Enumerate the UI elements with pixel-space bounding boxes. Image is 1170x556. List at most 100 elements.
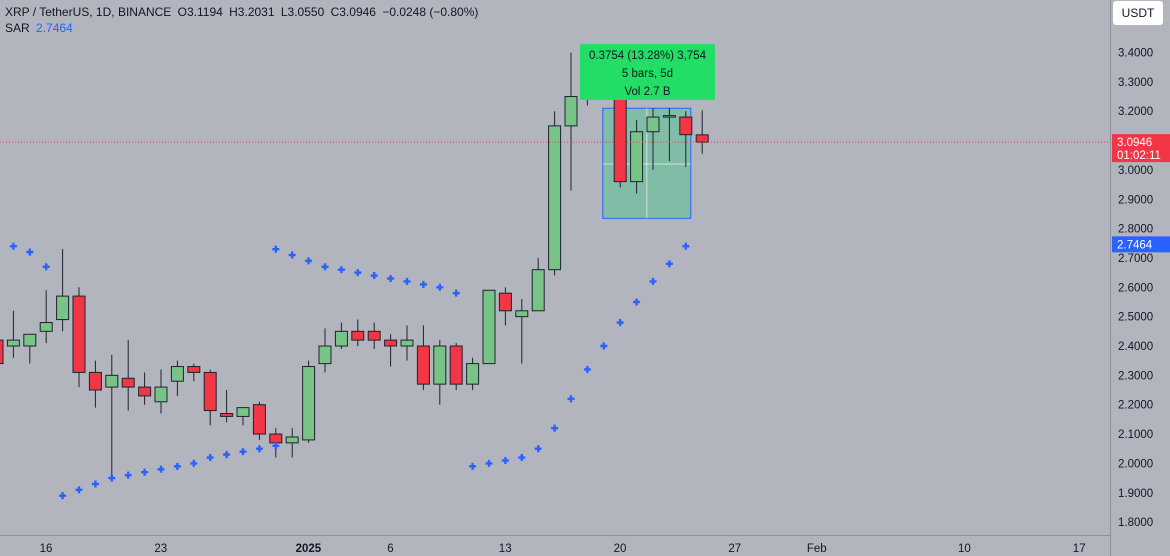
sar-dot <box>124 471 132 479</box>
candle[interactable] <box>482 289 496 365</box>
candle[interactable] <box>56 295 70 321</box>
currency-button[interactable]: USDT <box>1113 1 1163 25</box>
last-price-tag <box>1112 134 1170 163</box>
time-axis[interactable] <box>0 535 1110 556</box>
candle[interactable] <box>138 386 152 397</box>
candle[interactable] <box>548 125 562 271</box>
sar-dot <box>239 448 247 456</box>
candle[interactable] <box>23 333 37 347</box>
candle[interactable] <box>236 407 250 417</box>
last-price-value: 3.0946 <box>1117 137 1152 149</box>
sar-dot <box>501 456 509 464</box>
candle[interactable] <box>416 345 430 385</box>
candle[interactable] <box>39 322 53 332</box>
sar-dot <box>91 480 99 488</box>
candle[interactable] <box>252 404 266 435</box>
candle[interactable] <box>72 295 86 373</box>
candle[interactable] <box>449 345 463 385</box>
sar-dot <box>173 462 181 470</box>
sar-dot <box>272 442 280 450</box>
candle[interactable] <box>269 433 283 444</box>
candle[interactable] <box>662 115 676 118</box>
candle[interactable] <box>646 116 660 133</box>
price-tick-label: 2.4000 <box>1118 341 1153 353</box>
sar-dot <box>665 260 673 268</box>
price-tick-label: 3.4000 <box>1118 48 1153 60</box>
candle[interactable] <box>105 374 119 388</box>
candle[interactable] <box>400 339 414 347</box>
sar-dot <box>403 277 411 285</box>
price-tick-label: 3.2000 <box>1118 106 1153 118</box>
candle[interactable] <box>318 345 332 365</box>
sar-price-tag <box>1112 236 1170 253</box>
candle[interactable] <box>531 269 545 312</box>
sar-dot <box>485 459 493 467</box>
candle[interactable] <box>433 345 447 385</box>
sar-dot <box>567 395 575 403</box>
candle[interactable] <box>679 116 693 136</box>
time-tick-label: Feb <box>807 543 827 555</box>
measure-label-text: Vol 2.7 B <box>624 86 670 98</box>
candle[interactable] <box>88 371 102 391</box>
price-tick-label: 2.8000 <box>1118 224 1153 236</box>
sar-dot <box>190 459 198 467</box>
candle[interactable] <box>187 366 201 373</box>
candle[interactable] <box>285 436 299 444</box>
price-tick-label: 2.2000 <box>1118 400 1153 412</box>
time-tick-label: 2025 <box>296 543 322 555</box>
candle[interactable] <box>695 134 709 143</box>
candle[interactable] <box>564 96 578 127</box>
time-tick-label: 23 <box>154 543 167 555</box>
sar-value: 2.7464 <box>36 21 73 35</box>
candle[interactable] <box>384 339 398 347</box>
high-value: H3.2031 <box>229 5 275 19</box>
change-value: −0.0248 (−0.80%) <box>382 5 479 19</box>
sar-legend[interactable]: SAR 2.7464 <box>5 21 76 35</box>
candle[interactable] <box>6 339 20 347</box>
price-tick-label: 3.3000 <box>1118 77 1153 89</box>
candle[interactable] <box>0 339 4 365</box>
sar-label: SAR <box>5 21 30 35</box>
price-tick-label: 2.9000 <box>1118 194 1153 206</box>
sar-dot <box>534 445 542 453</box>
sar-dot <box>583 365 591 373</box>
symbol-title[interactable]: XRP / TetherUS, 1D, BINANCE <box>5 5 172 19</box>
sar-dot <box>370 272 378 280</box>
sar-dot <box>633 298 641 306</box>
sar-dot <box>452 289 460 297</box>
price-axis[interactable] <box>1110 0 1170 556</box>
sar-dot <box>42 263 50 271</box>
price-tick-label: 2.7000 <box>1118 253 1153 265</box>
candle[interactable] <box>170 366 184 382</box>
candle[interactable] <box>613 90 627 183</box>
sar-dot <box>518 454 526 462</box>
candle[interactable] <box>466 363 480 385</box>
candle[interactable] <box>367 330 381 341</box>
candle[interactable] <box>351 330 365 341</box>
candle[interactable] <box>121 377 135 388</box>
sar-dot <box>616 319 624 327</box>
candle[interactable] <box>334 330 348 347</box>
sar-dot <box>354 269 362 277</box>
candle[interactable] <box>154 386 168 403</box>
time-tick-label: 6 <box>387 543 393 555</box>
candle[interactable] <box>498 292 512 312</box>
time-tick-label: 10 <box>958 543 971 555</box>
sar-dot <box>223 451 231 459</box>
candle[interactable] <box>515 310 529 318</box>
time-tick-label: 13 <box>499 543 512 555</box>
sar-dot <box>649 277 657 285</box>
candle[interactable] <box>630 131 644 183</box>
price-tick-label: 2.3000 <box>1118 370 1153 382</box>
sar-dot <box>75 486 83 494</box>
candle[interactable] <box>203 371 217 412</box>
sar-price-value: 2.7464 <box>1117 239 1153 251</box>
time-tick-label: 17 <box>1073 543 1086 555</box>
candle[interactable] <box>220 413 234 417</box>
price-tick-label: 1.9000 <box>1118 488 1153 500</box>
sar-dot <box>26 248 34 256</box>
candle[interactable] <box>302 366 316 441</box>
sar-dot <box>272 245 280 253</box>
price-countdown: 01:02:11 <box>1117 150 1161 162</box>
